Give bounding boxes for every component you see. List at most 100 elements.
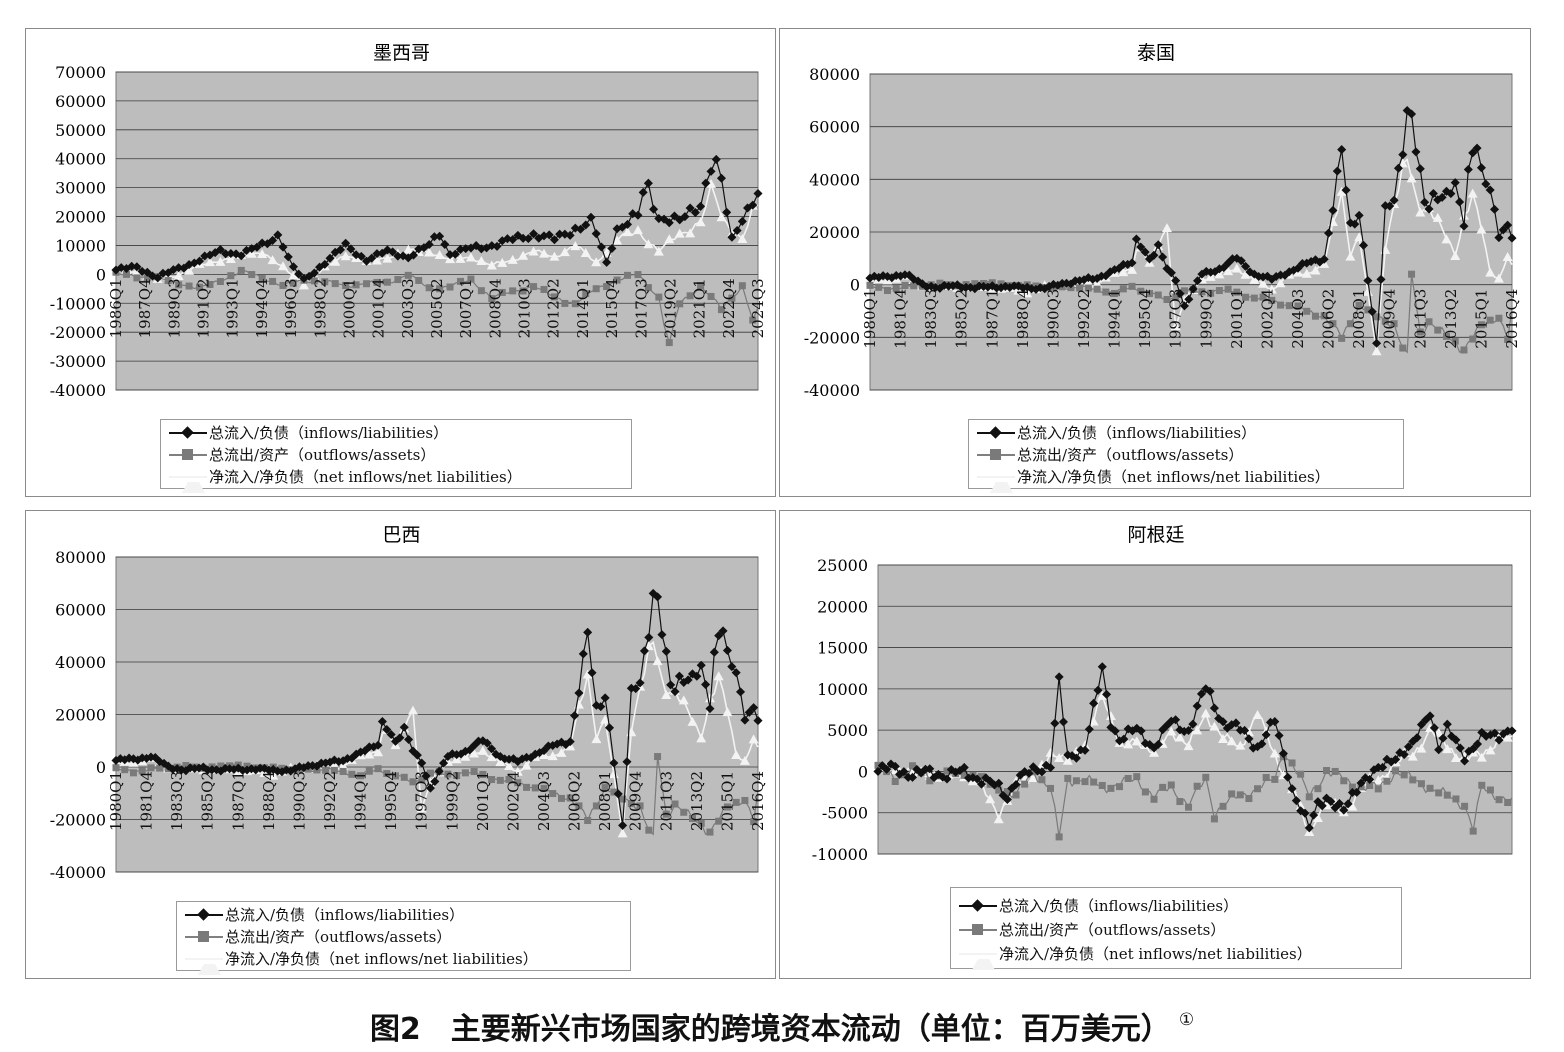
data-point-outflows xyxy=(498,288,506,296)
data-point-outflows xyxy=(603,283,611,291)
data-point-net xyxy=(1235,740,1246,750)
data-point-outflows xyxy=(1081,778,1089,786)
data-point-net xyxy=(1416,743,1427,753)
data-point-outflows xyxy=(707,292,715,300)
data-point-net xyxy=(1131,736,1142,746)
data-point-net xyxy=(371,255,382,265)
data-point-outflows xyxy=(706,828,714,836)
data-point-inflows xyxy=(618,820,628,830)
data-point-net xyxy=(1406,173,1417,183)
data-point-inflows xyxy=(492,241,502,251)
data-point-outflows xyxy=(1288,759,1296,767)
x-tick-label: 2008Q4 xyxy=(486,278,504,338)
data-point-outflows xyxy=(1294,302,1302,310)
legend-item-net: 净流入/净负债（net inflows/net liabilities） xyxy=(959,942,1393,970)
legend-item-outflows: 总流出/资产（outflows/assets） xyxy=(185,926,622,948)
data-point-outflows xyxy=(627,799,635,807)
x-tick-label: 1993Q1 xyxy=(224,278,242,338)
data-point-outflows xyxy=(1297,770,1305,778)
data-point-outflows xyxy=(1355,301,1363,309)
data-point-inflows xyxy=(523,234,533,244)
x-tick-label: 1983Q3 xyxy=(168,771,186,831)
data-point-net xyxy=(985,794,996,804)
data-point-outflows xyxy=(505,775,513,783)
y-tick-label: 20000 xyxy=(55,208,106,227)
data-point-inflows xyxy=(440,239,450,249)
data-point-inflows xyxy=(309,268,319,278)
data-point-outflows xyxy=(1486,786,1494,794)
y-tick-label: 30000 xyxy=(55,179,106,198)
data-point-net xyxy=(1252,710,1263,720)
data-point-inflows xyxy=(727,662,737,672)
data-point-inflows xyxy=(1324,228,1334,238)
data-point-outflows xyxy=(531,784,539,792)
data-point-outflows xyxy=(1461,802,1469,810)
data-point-net xyxy=(1127,264,1138,274)
data-point-net xyxy=(661,690,672,700)
data-point-net xyxy=(608,769,619,779)
data-point-outflows xyxy=(717,306,725,314)
data-point-outflows xyxy=(164,277,172,285)
data-point-outflows xyxy=(571,300,579,308)
data-point-net xyxy=(1476,752,1487,762)
data-point-net xyxy=(382,253,393,263)
data-point-outflows xyxy=(488,776,496,784)
chart-title: 泰国 xyxy=(1137,42,1175,64)
data-point-net xyxy=(652,656,663,666)
x-tick-label: 1987Q4 xyxy=(136,278,154,338)
y-tick-label: -5000 xyxy=(822,804,868,823)
data-point-net xyxy=(173,270,184,280)
y-tick-label: -40000 xyxy=(50,863,106,882)
data-point-inflows xyxy=(461,244,471,254)
data-point-net xyxy=(1432,212,1443,222)
data-point-net xyxy=(1345,251,1356,261)
data-point-outflows xyxy=(1102,288,1110,296)
data-point-outflows xyxy=(1167,781,1175,789)
data-point-net xyxy=(338,760,349,770)
data-point-outflows xyxy=(1374,785,1382,793)
data-point-outflows xyxy=(1400,771,1408,779)
data-point-outflows xyxy=(1228,790,1236,798)
data-point-net xyxy=(288,270,299,280)
data-point-outflows xyxy=(1434,326,1442,334)
data-point-net xyxy=(278,261,289,271)
data-point-net xyxy=(507,254,518,264)
data-point-outflows xyxy=(971,280,979,288)
data-point-outflows xyxy=(732,798,740,806)
legend-item-inflows: 总流入/负债（inflows/liabilities） xyxy=(977,422,1395,444)
data-point-net xyxy=(1493,273,1504,283)
data-point-outflows xyxy=(363,280,371,288)
data-point-outflows xyxy=(112,764,120,772)
diamond-marker-icon xyxy=(977,426,1015,440)
data-point-outflows xyxy=(1346,320,1354,328)
x-tick-label: 2007Q1 xyxy=(457,278,475,338)
data-point-outflows xyxy=(910,282,918,290)
data-point-inflows xyxy=(1437,192,1447,202)
data-point-inflows xyxy=(1184,725,1194,736)
data-point-inflows xyxy=(607,243,617,254)
x-tick-label: 2015Q1 xyxy=(718,771,736,831)
data-point-net xyxy=(267,255,278,265)
data-point-net xyxy=(1362,286,1373,296)
x-tick-label: 1980Q1 xyxy=(107,771,125,831)
x-tick-label: 1999Q2 xyxy=(1197,289,1215,349)
triangle-marker-icon xyxy=(977,470,1015,493)
data-point-net xyxy=(687,716,698,726)
y-tick-label: 15000 xyxy=(817,639,868,658)
data-point-net xyxy=(1354,232,1365,242)
data-point-outflows xyxy=(357,772,365,780)
data-point-outflows xyxy=(1416,328,1424,336)
data-point-outflows xyxy=(1154,291,1162,299)
data-point-net xyxy=(582,669,593,679)
data-point-inflows xyxy=(377,716,387,726)
y-tick-label: 60000 xyxy=(55,92,106,111)
data-point-inflows xyxy=(976,779,987,789)
x-tick-label: 1981Q4 xyxy=(138,771,156,831)
data-point-outflows xyxy=(549,790,557,798)
x-tick-label: 2003Q3 xyxy=(399,278,417,338)
data-point-outflows xyxy=(1435,789,1443,797)
data-point-outflows xyxy=(1146,290,1154,298)
data-point-outflows xyxy=(1124,775,1132,783)
data-point-inflows xyxy=(508,235,518,245)
data-point-outflows xyxy=(1392,767,1400,775)
